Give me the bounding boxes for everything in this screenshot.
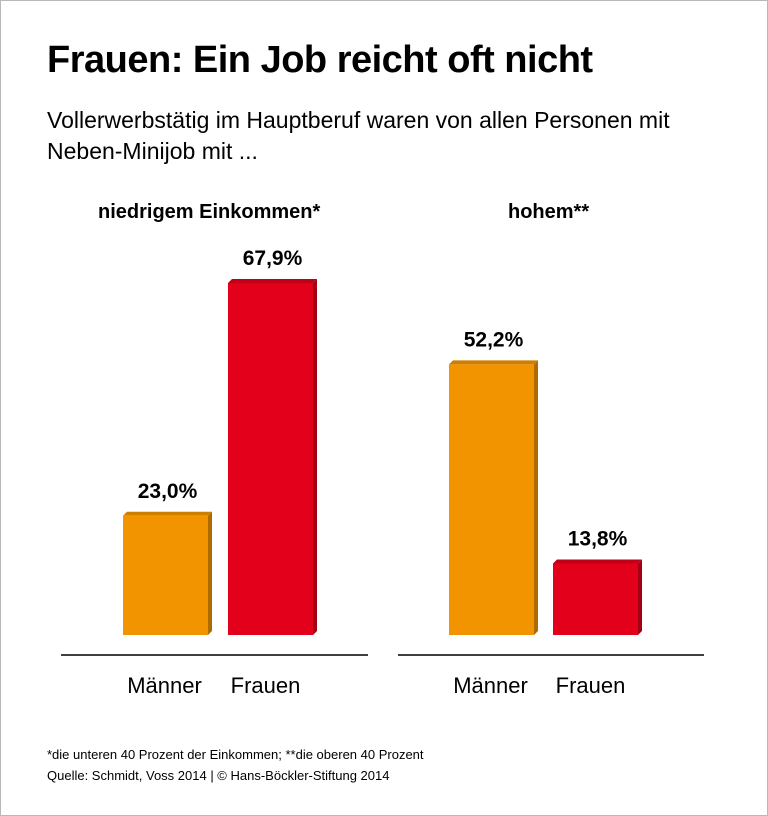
- bar-side-high-frauen: [638, 559, 642, 635]
- bar-low-maenner: [123, 515, 208, 635]
- bar-high-frauen: [553, 563, 638, 635]
- value-label-low-frauen: 67,9%: [243, 247, 303, 270]
- value-label-low-maenner: 23,0%: [138, 480, 198, 503]
- group-title-low-income: niedrigem Einkommen*: [98, 201, 321, 223]
- bar-top-high-maenner: [449, 360, 538, 365]
- chart-subtitle: Vollerwerbstätig im Hauptberuf waren von…: [47, 107, 670, 164]
- bar-top-low-maenner: [123, 511, 212, 516]
- bar-top-low-frauen: [228, 279, 317, 283]
- category-label-low-frauen: Frauen: [231, 673, 301, 698]
- bar-side-low-frauen: [313, 279, 317, 635]
- bar-low-frauen: [228, 283, 313, 635]
- bar-high-maenner: [449, 364, 534, 635]
- category-label-high-frauen: Frauen: [556, 673, 626, 698]
- value-label-high-maenner: 52,2%: [464, 328, 524, 351]
- category-label-low-maenner: Männer: [127, 673, 202, 698]
- chart-title: Frauen: Ein Job reicht oft nicht: [47, 39, 593, 81]
- bar-top-high-frauen: [553, 559, 642, 564]
- bar-side-low-maenner: [208, 511, 212, 635]
- source-line: Quelle: Schmidt, Voss 2014 | © Hans-Böck…: [47, 768, 390, 783]
- group-title-high-income: hohem**: [508, 201, 590, 223]
- footnote-block: *die unteren 40 Prozent der Einkommen; *…: [47, 744, 424, 786]
- bar-side-high-maenner: [534, 360, 538, 635]
- value-label-high-frauen: 13,8%: [568, 527, 628, 550]
- category-label-high-maenner: Männer: [453, 673, 528, 698]
- footnote: *die unteren 40 Prozent der Einkommen; *…: [47, 747, 424, 762]
